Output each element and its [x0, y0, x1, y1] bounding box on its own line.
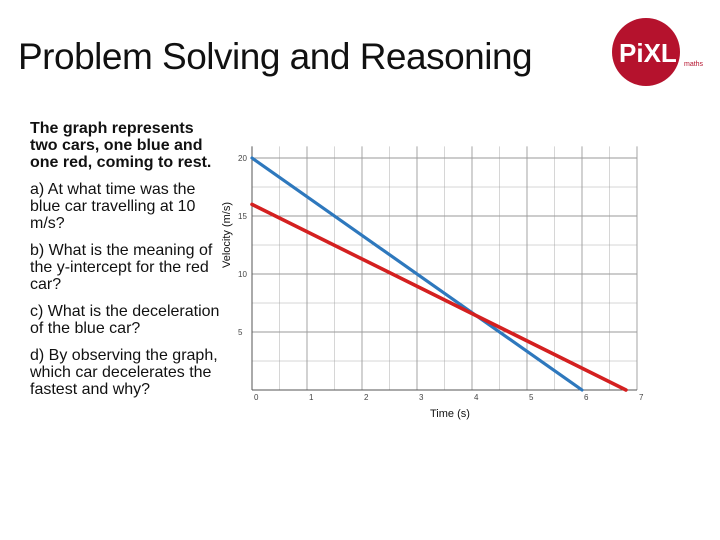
blue-car-line — [250, 156, 584, 392]
x-tick-label: 3 — [419, 393, 424, 402]
y-tick-label: 15 — [238, 212, 247, 221]
x-tick-label: 0 — [254, 393, 259, 402]
velocity-time-chart: 0 1 2 3 4 5 6 7 5 10 15 20 — [238, 146, 644, 402]
x-tick-label: 1 — [309, 393, 314, 402]
intro-text: The graph represents two cars, one blue … — [30, 120, 212, 171]
y-tick-label: 5 — [238, 328, 243, 337]
red-car-line — [250, 202, 628, 392]
y-tick-label: 10 — [238, 270, 247, 279]
logo-subtext: maths — [684, 61, 704, 68]
logo-text: PiXL — [619, 38, 677, 68]
x-tick-label: 4 — [474, 393, 479, 402]
x-tick-label: 2 — [364, 393, 369, 402]
question-d: d) By observing the graph, which car dec… — [30, 347, 218, 398]
x-tick-label: 6 — [584, 393, 589, 402]
question-c: c) What is the deceleration of the blue … — [30, 303, 220, 337]
page-title: Problem Solving and Reasoning — [18, 36, 533, 77]
logo-circle — [612, 18, 680, 86]
question-a: a) At what time was the blue car travell… — [30, 181, 196, 232]
x-tick-label: 7 — [639, 393, 644, 402]
x-axis-label: Time (s) — [430, 408, 470, 420]
pixl-logo: PiXL maths — [612, 18, 704, 86]
y-tick-label: 20 — [238, 154, 247, 163]
question-panel: The graph represents two cars, one blue … — [30, 120, 220, 408]
x-tick-label: 5 — [529, 393, 534, 402]
question-b: b) What is the meaning of the y-intercep… — [30, 242, 213, 293]
